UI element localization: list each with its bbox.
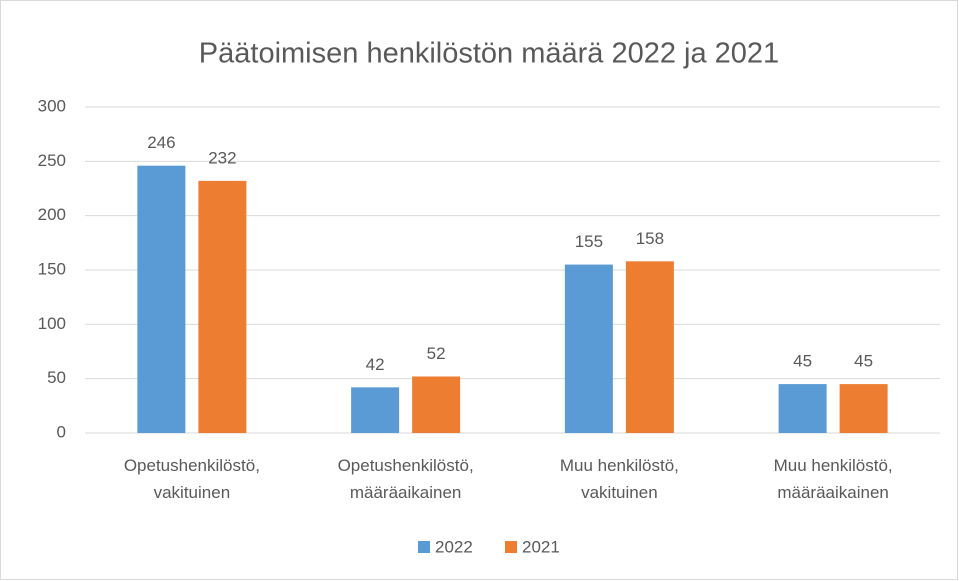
y-tick-label: 150	[38, 259, 66, 278]
x-tick-label: Muu henkilöstö, vakituinen	[560, 456, 679, 502]
y-tick-label: 250	[38, 151, 66, 170]
value-label: 155	[575, 232, 603, 251]
x-tick-label: Opetushenkilöstö, määräaikainen	[338, 456, 474, 502]
value-label: 158	[636, 229, 664, 248]
y-tick-label: 300	[38, 96, 66, 115]
value-label: 232	[208, 148, 236, 167]
y-tick-label: 200	[38, 205, 66, 224]
value-label: 246	[147, 133, 175, 152]
bar	[198, 180, 247, 433]
bar	[137, 165, 186, 433]
x-tick-label: Opetushenkilöstö, vakituinen	[124, 456, 260, 502]
value-label: 45	[854, 352, 873, 371]
y-tick-label: 100	[38, 314, 66, 333]
legend-label: 2022	[435, 537, 473, 556]
bar	[412, 376, 461, 433]
legend-label: 2021	[522, 537, 560, 556]
value-label: 52	[427, 344, 446, 363]
x-tick-label: Muu henkilöstö, määräaikainen	[774, 456, 893, 502]
value-label: 45	[793, 352, 812, 371]
bar	[564, 264, 613, 433]
y-tick-label: 0	[57, 422, 66, 441]
chart-title: Päätoimisen henkilöstön määrä 2022 ja 20…	[199, 38, 779, 70]
bar	[778, 384, 827, 433]
value-label: 42	[366, 355, 385, 374]
bar	[351, 387, 400, 433]
legend-swatch	[418, 541, 430, 553]
legend-swatch	[505, 541, 517, 553]
bar	[625, 261, 674, 433]
y-tick-label: 50	[47, 368, 66, 387]
bar	[839, 384, 888, 433]
